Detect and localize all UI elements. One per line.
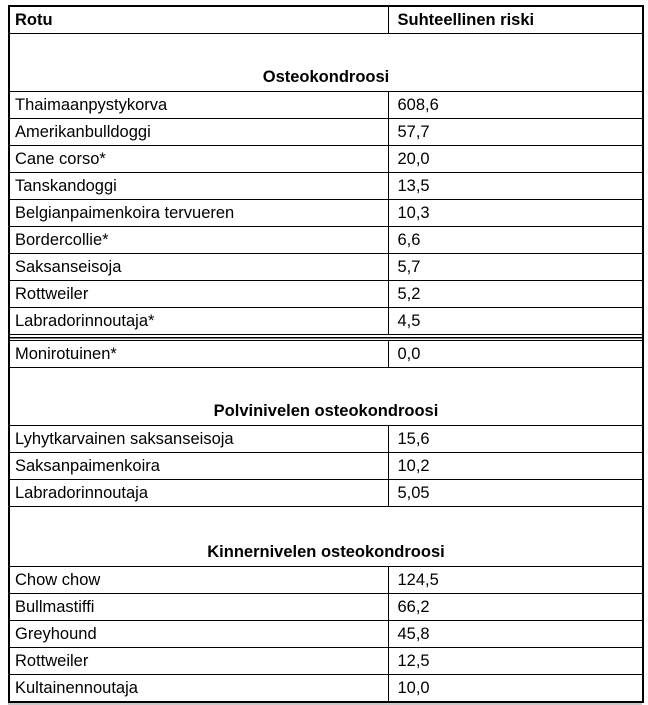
breed-cell: Rottweiler [8, 647, 389, 675]
section-row: Osteokondroosi [8, 33, 644, 92]
breed-cell: Lyhytkarvainen saksanseisoja [8, 425, 389, 453]
breed-cell: Monirotuinen* [8, 340, 389, 368]
double-rule-line [8, 334, 644, 341]
risk-cell: 124,5 [387, 566, 644, 594]
breed-cell: Greyhound [8, 620, 389, 648]
table-row: Tanskandoggi 13,5 [8, 172, 644, 200]
table-header-row: Rotu Suhteellinen riski [8, 5, 644, 34]
table-row: Rottweiler 5,2 [8, 280, 644, 308]
breed-cell: Bullmastiffi [8, 593, 389, 621]
column-header-risk: Suhteellinen riski [387, 5, 644, 34]
table-row: Saksanpaimenkoira 10,2 [8, 452, 644, 480]
risk-cell: 0,0 [387, 340, 644, 368]
section-title-polvinivelen: Polvinivelen osteokondroosi [8, 367, 644, 426]
table-row: Monirotuinen* 0,0 [8, 340, 644, 368]
risk-cell: 10,2 [387, 452, 644, 480]
table-row: Chow chow 124,5 [8, 566, 644, 594]
breed-cell: Labradorinnoutaja [8, 479, 389, 507]
table-row: Cane corso* 20,0 [8, 145, 644, 173]
table-row: Greyhound 45,8 [8, 620, 644, 648]
risk-cell: 12,5 [387, 647, 644, 675]
risk-cell: 5,2 [387, 280, 644, 308]
section-row: Polvinivelen osteokondroosi [8, 367, 644, 426]
table-row: Saksanseisoja 5,7 [8, 253, 644, 281]
risk-cell: 13,5 [387, 172, 644, 200]
table-row: Labradorinnoutaja* 4,5 [8, 307, 644, 335]
table-row: Belgianpaimenkoira tervueren 10,3 [8, 199, 644, 227]
table-row: Kultainennoutaja 10,0 [8, 674, 644, 703]
breed-cell: Thaimaanpystykorva [8, 91, 389, 119]
table-row: Bordercollie* 6,6 [8, 226, 644, 254]
breed-cell: Amerikanbulldoggi [8, 118, 389, 146]
risk-cell: 608,6 [387, 91, 644, 119]
risk-cell: 10,0 [387, 674, 644, 703]
table-row: Bullmastiffi 66,2 [8, 593, 644, 621]
cutoff-next-row-hint [8, 703, 642, 705]
table-row: Amerikanbulldoggi 57,7 [8, 118, 644, 146]
risk-cell: 15,6 [387, 425, 644, 453]
risk-cell: 10,3 [387, 199, 644, 227]
risk-cell: 20,0 [387, 145, 644, 173]
breed-cell: Saksanseisoja [8, 253, 389, 281]
column-header-breed: Rotu [8, 5, 389, 34]
risk-cell: 6,6 [387, 226, 644, 254]
table-row: Thaimaanpystykorva 608,6 [8, 91, 644, 119]
risk-cell: 66,2 [387, 593, 644, 621]
section-title-kinnernivelen: Kinnernivelen osteokondroosi [8, 506, 644, 567]
table-row: Labradorinnoutaja 5,05 [8, 479, 644, 507]
risk-cell: 5,05 [387, 479, 644, 507]
risk-cell: 45,8 [387, 620, 644, 648]
double-rule-divider [8, 334, 644, 341]
relative-risk-table: Rotu Suhteellinen riski Osteokondroosi T… [8, 5, 644, 703]
breed-cell: Chow chow [8, 566, 389, 594]
table-row: Rottweiler 12,5 [8, 647, 644, 675]
table-row: Lyhytkarvainen saksanseisoja 15,6 [8, 425, 644, 453]
section-title-osteokondroosi: Osteokondroosi [8, 33, 644, 92]
breed-cell: Saksanpaimenkoira [8, 452, 389, 480]
section-row: Kinnernivelen osteokondroosi [8, 506, 644, 567]
breed-cell: Belgianpaimenkoira tervueren [8, 199, 389, 227]
breed-cell: Kultainennoutaja [8, 674, 389, 703]
breed-cell: Labradorinnoutaja* [8, 307, 389, 335]
breed-cell: Rottweiler [8, 280, 389, 308]
breed-cell: Tanskandoggi [8, 172, 389, 200]
breed-cell: Cane corso* [8, 145, 389, 173]
breed-cell: Bordercollie* [8, 226, 389, 254]
risk-cell: 57,7 [387, 118, 644, 146]
risk-cell: 5,7 [387, 253, 644, 281]
risk-cell: 4,5 [387, 307, 644, 335]
